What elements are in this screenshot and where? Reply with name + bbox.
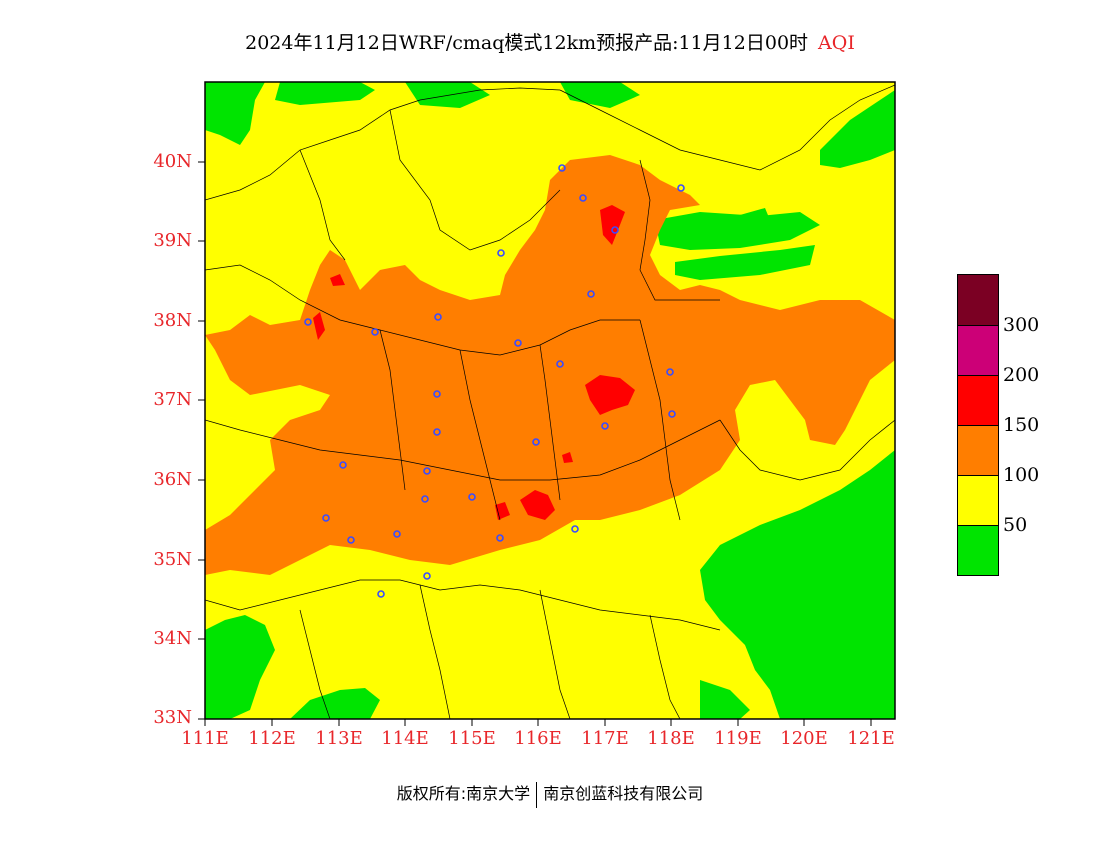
station-marker [496,534,504,542]
footer-separator [536,781,538,808]
legend-label: 100 [1003,464,1040,486]
legend-swatch-200-300 [957,325,999,375]
green-region-nw [205,82,265,145]
lon-label: 121E [847,728,895,749]
station-marker [556,360,564,368]
footer-owner: 版权所有:南京大学 [396,784,531,803]
station-marker [571,525,579,533]
station-marker [668,410,676,418]
footer-company: 南京创蓝科技有限公司 [543,784,704,803]
lon-label: 111E [181,728,229,749]
green-region-bohai3 [740,208,770,224]
lon-label: 116E [514,728,562,749]
station-marker [347,536,355,544]
station-marker [304,318,312,326]
lat-label: 39N [153,230,192,251]
station-marker [339,461,347,469]
station-marker [666,368,674,376]
station-marker [677,184,685,192]
station-marker [497,249,505,257]
station-marker [611,226,619,234]
green-region-sea [700,450,895,719]
lat-label: 36N [153,469,192,490]
green-region-bohai1 [655,212,820,250]
lat-label: 34N [153,628,192,649]
lon-label: 115E [448,728,496,749]
station-marker [558,164,566,172]
station-marker [423,467,431,475]
station-marker [433,428,441,436]
lon-label: 114E [381,728,429,749]
title-variable: AQI [818,32,855,54]
green-region-s [290,688,380,719]
station-marker [393,530,401,538]
lon-label: 120E [780,728,828,749]
legend-swatch-300plus [957,274,999,325]
aqi-150-200-spot2 [520,490,555,520]
lat-label: 38N [153,310,192,331]
aqi-150-200-spot6 [330,274,345,286]
green-region-n1 [275,82,375,105]
station-marker [601,422,609,430]
station-marker [322,514,330,522]
green-region-ne [820,90,895,168]
station-marker [377,590,385,598]
aqi-150-200-spot7 [562,452,573,463]
aqi-100-150-region [205,155,895,575]
green-region-sw [205,615,275,719]
axis-ticks [198,161,872,726]
green-region-bohai2 [675,245,815,280]
station-marker [421,495,429,503]
legend-swatch-0-50 [957,525,999,576]
lat-label: 35N [153,549,192,570]
legend-label: 200 [1003,364,1040,386]
legend-swatch-50-100 [957,475,999,525]
lat-label: 40N [153,151,192,172]
lon-label: 113E [315,728,363,749]
legend-swatch-150-200 [957,375,999,425]
map-title: 2024年11月12日WRF/cmaq模式12km预报产品:11月12日00时 A… [0,28,1100,55]
admin-boundaries [205,84,895,719]
legend-label: 300 [1003,314,1040,336]
station-marker [434,313,442,321]
lon-label: 119E [714,728,762,749]
green-region-n3 [560,82,640,108]
aqi-150-200-spot5 [313,312,325,340]
lon-label: 118E [647,728,695,749]
station-marker [532,438,540,446]
legend-label: 150 [1003,414,1040,436]
aqi-150-200-spot1 [585,375,635,415]
station-marker [371,328,379,336]
station-marker [514,339,522,347]
lat-label: 33N [153,707,192,728]
station-marker [468,493,476,501]
green-region-se [700,680,750,719]
map-fill-layer [205,82,895,719]
green-region-n2 [405,82,490,108]
lat-label: 37N [153,389,192,410]
station-marker [587,290,595,298]
station-marker [423,572,431,580]
lon-label: 117E [581,728,629,749]
lon-label: 112E [248,728,296,749]
legend-label: 50 [1003,514,1028,536]
title-main: 2024年11月12日WRF/cmaq模式12km预报产品:11月12日00时 [245,32,809,54]
legend-swatch-100-150 [957,425,999,475]
copyright-footer: 版权所有:南京大学 南京创蓝科技有限公司 [0,780,1100,808]
aqi-150-200-spot4 [600,205,625,245]
station-marker [579,194,587,202]
station-markers [304,164,685,598]
station-marker [433,390,441,398]
